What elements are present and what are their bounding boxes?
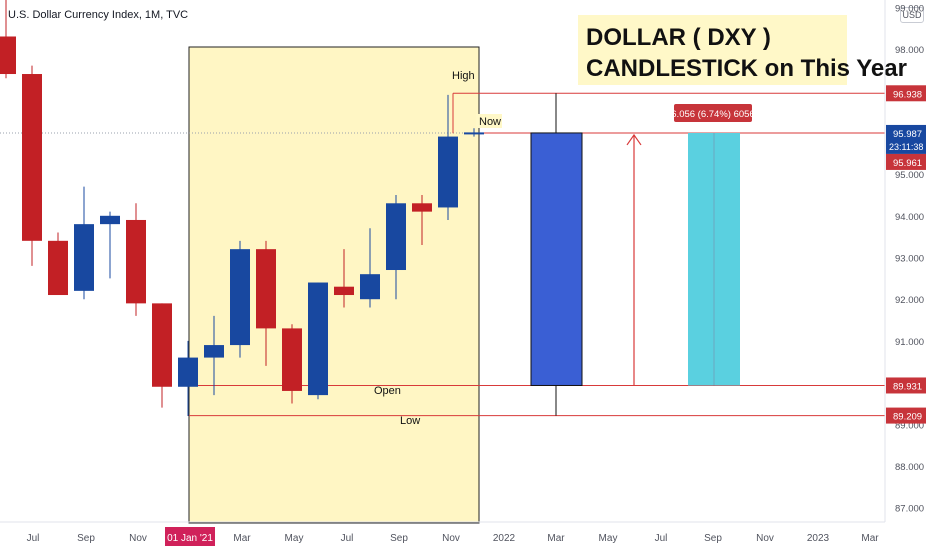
candle-body <box>360 274 380 300</box>
time-tick-label: Sep <box>390 533 408 544</box>
label-now: Now <box>479 116 501 128</box>
title-line-1: DOLLAR ( DXY ) <box>586 24 771 51</box>
time-tick-label: Nov <box>442 533 460 544</box>
currency-button[interactable]: USD <box>900 7 924 23</box>
time-tick-label: Mar <box>233 533 251 544</box>
badge-high-bg <box>886 85 926 102</box>
price-tick-label: 88.000 <box>895 462 924 473</box>
symbol-header: U.S. Dollar Currency Index, 1M, TVC <box>8 9 189 21</box>
badge-prev-bg <box>886 153 926 170</box>
time-tick-label: Sep <box>77 533 95 544</box>
candle-body <box>152 303 172 387</box>
candle-body <box>0 36 16 75</box>
candle-body <box>22 74 42 241</box>
badge-now-bg <box>886 124 926 154</box>
time-tick-label: Jul <box>27 533 40 544</box>
time-tick-label: 2023 <box>807 533 830 544</box>
price-tick-label: 99.000 <box>895 3 924 14</box>
candle-body <box>230 249 250 346</box>
price-tick-label: 94.000 <box>895 212 924 223</box>
label-now-bg <box>476 114 502 128</box>
measure-label-bg <box>674 104 752 122</box>
badge-open-bg <box>886 377 926 394</box>
price-tick-label: 91.000 <box>895 337 924 348</box>
time-tick-label: May <box>599 533 618 544</box>
candle-body <box>386 203 406 271</box>
price-tick-label: 93.000 <box>895 254 924 265</box>
time-tick-label: Sep <box>704 533 722 544</box>
time-tick-highlight-bg <box>165 527 215 546</box>
label-high: High <box>452 70 475 82</box>
badge-high: 96.938 <box>893 89 922 100</box>
price-tick-label: 87.000 <box>895 504 924 515</box>
label-low: Low <box>400 415 420 427</box>
candle-body <box>256 249 276 329</box>
label-open: Open <box>374 385 401 397</box>
time-tick-label: Jul <box>655 533 668 544</box>
time-tick-label: 2022 <box>493 533 516 544</box>
candle-body <box>126 219 146 304</box>
time-tick-label: May <box>285 533 304 544</box>
candle-body <box>464 132 484 135</box>
candle-body <box>282 328 302 391</box>
price-tick-label: 89.000 <box>895 420 924 431</box>
badge-low: 89.209 <box>893 412 922 423</box>
time-tick-label: Mar <box>861 533 879 544</box>
candle-body <box>74 224 94 291</box>
time-tick-label: 01 Jan '21 <box>167 533 213 544</box>
time-tick-label: Jul <box>341 533 354 544</box>
time-tick-label: Nov <box>129 533 147 544</box>
candle-body <box>48 240 68 296</box>
badge-countdown: 23:11:38 <box>889 142 923 152</box>
badge-low-bg <box>886 407 926 424</box>
measure-arrow-head <box>626 133 642 146</box>
projection-candle-body <box>530 132 583 386</box>
price-tick-label: 95.000 <box>895 170 924 181</box>
candle-body <box>100 215 120 225</box>
candle-body <box>438 136 458 208</box>
badge-prev: 95.961 <box>893 158 922 169</box>
title-box-bg <box>578 15 847 85</box>
candle-body <box>412 203 432 212</box>
candle-body <box>334 286 354 296</box>
price-tick-label: 92.000 <box>895 295 924 306</box>
measure-label: 6.056 (6.74%) 6056 <box>671 109 754 120</box>
candle-body <box>178 357 198 387</box>
time-tick-label: Nov <box>756 533 774 544</box>
badge-open: 89.931 <box>893 381 922 392</box>
candle-body <box>308 282 328 396</box>
title-line-2: CANDLESTICK on This Year <box>586 55 907 82</box>
badge-now: 95.987 <box>893 129 922 140</box>
candle-body <box>204 345 224 358</box>
time-tick-label: Mar <box>547 533 565 544</box>
price-tick-label: 98.000 <box>895 45 924 56</box>
